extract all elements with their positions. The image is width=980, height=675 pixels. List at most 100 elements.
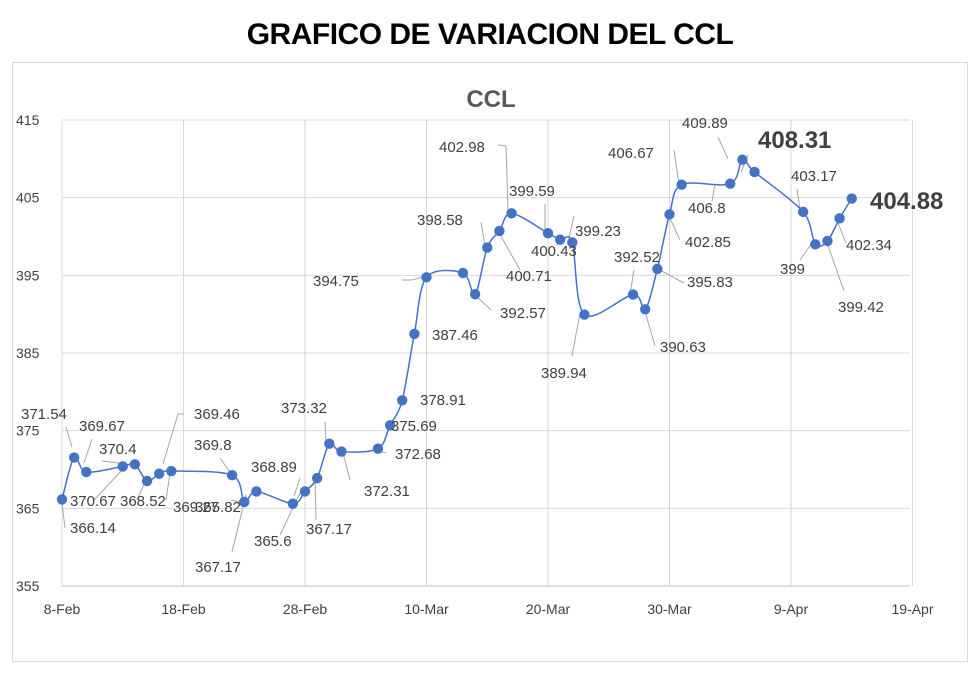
data-point <box>129 459 141 470</box>
data-label: 367.17 <box>195 559 241 576</box>
data-point <box>737 154 748 165</box>
data-label: 406.8 <box>688 200 726 217</box>
leader-line <box>324 421 327 443</box>
data-point <box>822 235 833 247</box>
data-point <box>372 443 384 454</box>
data-label: 402.34 <box>846 237 892 254</box>
leader-line <box>717 136 729 160</box>
data-label: 394.75 <box>313 273 359 290</box>
data-label: 368.89 <box>251 459 297 476</box>
leader-line <box>825 239 845 292</box>
x-tick-label: 10-Mar <box>404 601 449 617</box>
x-tick-label: 28-Feb <box>283 601 328 617</box>
y-tick-label: 415 <box>16 112 40 128</box>
data-label: 395.83 <box>687 274 733 291</box>
data-point <box>506 208 517 219</box>
data-point <box>554 234 566 245</box>
x-tick-label: 18-Feb <box>161 601 206 617</box>
data-point <box>664 209 675 220</box>
data-point <box>579 309 590 320</box>
leader-line <box>796 188 801 211</box>
data-label: 372.31 <box>364 483 410 500</box>
chart-title: CCL <box>466 86 515 113</box>
data-label: 389.94 <box>541 365 587 382</box>
chart-frame <box>12 62 968 662</box>
data-point <box>542 227 554 239</box>
data-label: 402.98 <box>439 139 485 156</box>
data-point <box>469 289 481 300</box>
leader-line <box>65 426 73 448</box>
y-tick-label: 365 <box>16 500 40 516</box>
data-label: 399.42 <box>838 299 884 316</box>
leader-line <box>219 457 231 473</box>
data-label: 369.27 <box>173 499 219 516</box>
data-label: 369.8 <box>194 437 232 454</box>
data-label: 370.4 <box>99 441 137 458</box>
x-tick-label: 19-Apr <box>891 601 933 617</box>
data-label: 375.69 <box>391 418 437 435</box>
leader-line <box>497 144 509 212</box>
data-label: 373.32 <box>281 400 327 417</box>
data-point <box>311 472 323 484</box>
data-point <box>81 466 92 478</box>
y-tick-label: 375 <box>16 423 40 439</box>
leader-line <box>136 481 146 501</box>
data-point <box>725 178 736 189</box>
data-point <box>834 213 845 224</box>
leader-line <box>314 475 317 521</box>
data-point <box>749 166 760 178</box>
data-label: 402.85 <box>685 234 731 251</box>
leader-line <box>402 276 423 281</box>
data-point <box>676 179 687 190</box>
data-label: 366.14 <box>70 520 116 537</box>
leader-line <box>571 312 581 357</box>
data-point <box>810 239 821 250</box>
data-label: 378.91 <box>420 392 466 409</box>
data-label: 392.52 <box>614 249 660 266</box>
data-label: 371.54 <box>21 406 67 423</box>
leader-line <box>165 472 171 501</box>
leader-line <box>711 183 716 202</box>
data-point <box>154 468 165 479</box>
data-point <box>299 486 311 497</box>
leader-line <box>61 502 66 529</box>
data-point <box>846 193 857 204</box>
data-label: 409.89 <box>682 115 728 132</box>
data-point <box>421 272 432 283</box>
data-point <box>652 263 663 275</box>
data-label-highlight: 408.31 <box>758 127 831 154</box>
data-label: 367.17 <box>306 521 352 538</box>
leader-line <box>279 492 301 536</box>
data-label: 370.67 <box>70 493 116 510</box>
leader-line <box>230 499 241 503</box>
leader-line <box>293 477 301 497</box>
data-point <box>141 475 153 487</box>
data-label: 390.63 <box>660 339 706 356</box>
data-label: 372.68 <box>395 446 441 463</box>
data-label: 400.71 <box>506 268 552 285</box>
data-point <box>166 465 177 477</box>
data-label: 365.82 <box>195 499 241 516</box>
data-label: 387.46 <box>432 327 478 344</box>
data-label: 399.23 <box>575 223 621 240</box>
data-point <box>494 225 505 237</box>
data-point <box>336 446 347 457</box>
data-label: 369.46 <box>194 406 240 423</box>
page-title: GRAFICO DE VARIACION DEL CCL <box>246 18 734 51</box>
y-tick-label: 405 <box>16 190 40 206</box>
leader-line <box>162 413 184 465</box>
data-point <box>640 304 651 315</box>
data-label: 400.43 <box>531 243 577 260</box>
data-point <box>409 328 420 340</box>
data-label-highlight: 404.88 <box>870 188 943 215</box>
x-tick-label: 20-Mar <box>526 601 571 617</box>
data-point <box>324 438 335 449</box>
data-label: 392.57 <box>500 305 546 322</box>
data-point <box>287 498 299 509</box>
leader-line <box>673 149 680 185</box>
leader-line <box>342 452 351 481</box>
leader-line <box>497 230 521 271</box>
data-label: 365.6 <box>254 533 292 550</box>
data-point <box>251 486 262 497</box>
